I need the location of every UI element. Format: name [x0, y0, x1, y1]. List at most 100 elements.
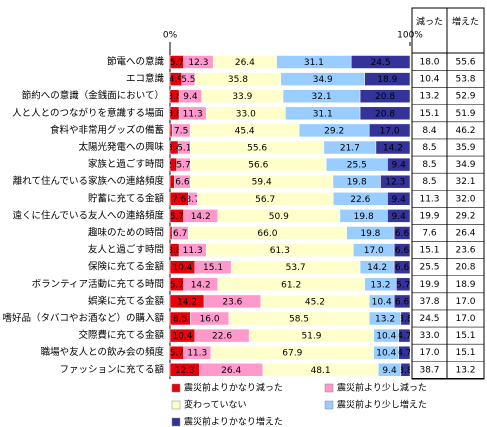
data-label: 11.3: [183, 246, 203, 256]
data-label: 5.7: [170, 58, 184, 68]
segment-label-clip: 3.7: [186, 195, 200, 205]
data-label: 5.5: [181, 75, 195, 85]
data-label: 61.3: [270, 246, 290, 256]
segment-label-clip: 3.8: [170, 92, 179, 102]
data-label: 31.1: [313, 109, 333, 119]
data-label: 8.5: [173, 315, 187, 325]
data-label: 61.2: [281, 280, 301, 290]
table-cell: 34.9: [455, 160, 475, 170]
x-tick-label: 0%: [163, 31, 178, 41]
data-label: 20.8: [375, 92, 395, 102]
table-cell: 32.1: [455, 177, 475, 187]
category-label: 遠くに住んでいる友人への連絡頻度: [12, 209, 164, 221]
segment-label-clip: 12.3: [175, 366, 195, 376]
bar-segment: [398, 345, 411, 360]
data-label: 9.4: [392, 161, 407, 171]
segment-label-clip: 1.9: [170, 178, 175, 188]
bar-segment: [375, 140, 411, 155]
category-label: 節電への意識: [107, 56, 165, 68]
data-label: 51.9: [301, 332, 321, 342]
data-label: 2.8: [166, 161, 181, 171]
table-cell: 10.4: [419, 75, 439, 85]
data-label: 32.1: [312, 92, 332, 102]
bar-segment: [350, 55, 411, 69]
segment-label-clip: 7.5: [174, 126, 188, 136]
table-cell: 8.5: [422, 143, 436, 153]
segment-label-clip: 21.7: [340, 144, 360, 154]
category-label: 太陽光発電への興味: [78, 141, 164, 153]
category-label: 趣味のための時間: [88, 227, 164, 239]
data-label: 50.9: [269, 212, 289, 222]
segment-label-clip: 3.4: [170, 144, 178, 154]
bar-segment: [359, 106, 411, 121]
bar-segment: [396, 277, 411, 292]
data-label: 26.4: [235, 58, 255, 68]
segment-label-clip: 3.8: [401, 366, 410, 376]
legend-swatch: [171, 417, 181, 427]
segment-label-clip: 66.0: [257, 229, 277, 239]
data-label: 10.4: [372, 297, 392, 307]
bar-segment: [398, 328, 411, 343]
segment-label-clip: 0.9: [170, 126, 172, 136]
table-cell: 13.2: [455, 365, 475, 375]
data-label: 19.8: [354, 212, 374, 222]
segment-label-clip: 22.6: [350, 195, 370, 205]
table-cell: 7.6: [422, 229, 437, 239]
data-label: 56.7: [255, 195, 275, 205]
bar-segment: [400, 311, 411, 326]
category-label: 嗜好品（タバコやお酒など）の購入額: [2, 312, 164, 324]
table-cell: 29.2: [455, 211, 475, 221]
segment-label-clip: 19.8: [354, 212, 374, 222]
table-cell: 15.1: [419, 109, 439, 119]
data-label: 16.0: [200, 315, 220, 325]
data-label: 48.1: [311, 366, 331, 376]
data-label: 12.3: [385, 178, 405, 188]
table-cell: 19.9: [419, 211, 439, 221]
data-label: 29.2: [324, 126, 344, 136]
table-cell: 38.7: [419, 365, 439, 375]
segment-label-clip: 6.7: [173, 229, 187, 239]
segment-label-clip: 20.8: [375, 109, 395, 119]
data-label: 10.4: [376, 349, 396, 359]
data-label: 53.7: [286, 263, 306, 273]
segment-label-clip: 13.2: [370, 280, 390, 290]
data-label: 13.2: [375, 315, 395, 325]
data-label: 34.9: [313, 75, 333, 85]
data-label: 59.4: [252, 178, 272, 188]
table-cell: 52.9: [455, 92, 475, 102]
segment-label-clip: 14.2: [367, 263, 387, 273]
segment-label-clip: 10.4: [172, 332, 192, 342]
category-label: ファッションに充てる額: [59, 363, 164, 375]
data-label: 56.6: [248, 161, 268, 171]
segment-label-clip: 14.2: [191, 212, 211, 222]
data-label: 14.2: [191, 212, 211, 222]
table-cell: 8.5: [422, 177, 436, 187]
segment-label-clip: 56.6: [248, 161, 268, 171]
data-label: 24.5: [371, 58, 391, 68]
segment-label-clip: 9.4: [392, 195, 407, 205]
data-label: 9.4: [183, 92, 198, 102]
segment-label-clip: 6.6: [395, 246, 410, 256]
segment-label-clip: 5.7: [176, 161, 191, 171]
segment-label-clip: 9.4: [382, 366, 397, 376]
data-label: 6.6: [395, 263, 410, 273]
segment-label-clip: 10.4: [376, 332, 396, 342]
table-header: 減った: [416, 16, 443, 28]
data-label: 15.1: [203, 263, 223, 273]
segment-label-clip: 10.4: [372, 297, 392, 307]
data-label: 5.7: [176, 161, 190, 171]
data-label: 14.2: [191, 280, 211, 290]
segment-label-clip: 67.9: [282, 349, 302, 359]
data-label: 3.7: [186, 195, 200, 205]
segment-label-clip: 4.9: [170, 75, 182, 85]
segment-label-clip: 19.8: [360, 229, 380, 239]
category-label: 友人と過ごす時間: [88, 244, 164, 256]
segment-label-clip: 9.4: [392, 212, 407, 222]
category-label: 家族と過ごす時間: [88, 158, 164, 170]
bar-segment: [368, 123, 411, 138]
segment-label-clip: 53.7: [286, 263, 306, 273]
segment-label-clip: 31.1: [304, 58, 324, 68]
table-cell: 55.6: [455, 58, 475, 68]
bar-segment: [359, 89, 411, 103]
data-label: 12.3: [188, 58, 208, 68]
